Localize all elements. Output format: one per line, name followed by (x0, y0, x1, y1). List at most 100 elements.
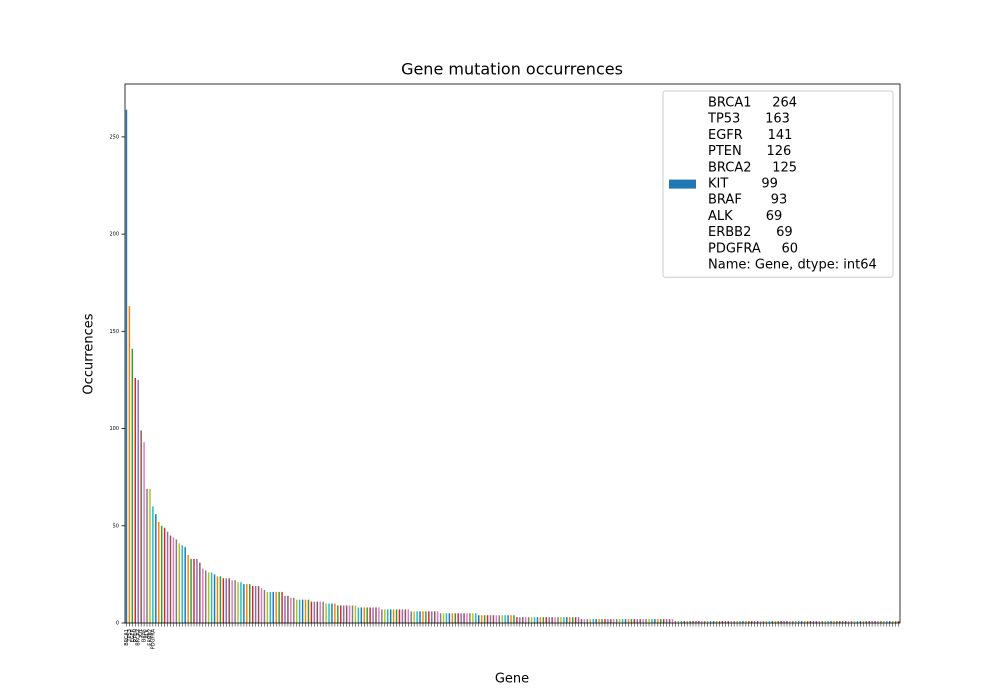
bar (175, 539, 178, 623)
bar (478, 615, 480, 623)
bar (381, 609, 383, 623)
bar (328, 603, 330, 623)
bar (181, 545, 183, 623)
legend-label: Name: Gene, dtype: int64 (708, 258, 877, 273)
bar (536, 617, 539, 623)
x-tick-label: PTEN (133, 629, 139, 642)
bar (674, 621, 677, 623)
bar (660, 619, 662, 623)
bar (894, 621, 897, 623)
legend-label: PTEN 126 (708, 144, 791, 159)
y-tick-label: 250 (109, 134, 119, 140)
bar (680, 621, 683, 623)
bar (692, 621, 694, 623)
bar (759, 621, 762, 623)
bar (580, 619, 583, 623)
bar (683, 621, 685, 623)
bar (589, 619, 592, 623)
bar (366, 607, 368, 623)
bar (354, 605, 357, 623)
bar (686, 621, 688, 623)
bar (196, 558, 198, 623)
bar (128, 306, 131, 623)
bar (883, 621, 885, 623)
bar (213, 574, 216, 623)
bar (143, 442, 145, 623)
bar (859, 621, 862, 623)
bar (454, 613, 456, 623)
bar (372, 607, 374, 623)
bar (269, 591, 272, 623)
bar (868, 621, 870, 623)
bar (243, 584, 245, 623)
bar (266, 591, 269, 623)
y-tick-label: 0 (116, 621, 119, 627)
bar (448, 613, 451, 623)
bar (891, 621, 894, 623)
bar (160, 525, 163, 623)
bar (457, 613, 459, 623)
bar (172, 537, 175, 623)
bar (886, 621, 888, 623)
bar (627, 619, 630, 623)
bar (375, 607, 377, 623)
bar (560, 617, 562, 623)
y-tick-label: 150 (109, 329, 119, 335)
bar (574, 617, 577, 623)
x-tick-label: EGFR (130, 628, 136, 642)
bar (284, 595, 286, 623)
y-tick-label: 100 (109, 426, 119, 432)
legend-label: ALK 69 (708, 209, 782, 224)
bar (571, 617, 574, 623)
bar (439, 613, 442, 623)
bar (812, 621, 815, 623)
bar (431, 611, 433, 623)
bar (586, 619, 589, 623)
chart-title: Gene mutation occurrences (401, 60, 623, 79)
bar (718, 621, 721, 623)
bar (727, 621, 730, 623)
bar (795, 621, 797, 623)
bar (445, 613, 448, 623)
y-axis-label: Occurrences (82, 313, 97, 394)
bar (140, 430, 142, 623)
bar (149, 488, 151, 623)
bar (830, 621, 832, 623)
bar (709, 621, 712, 623)
bar (771, 621, 774, 623)
bar (624, 619, 627, 623)
bar (351, 605, 354, 623)
bar (307, 599, 310, 623)
bar (260, 588, 263, 623)
bar (225, 578, 228, 623)
x-tick-label: ERBB2 (147, 629, 153, 646)
bar (387, 609, 389, 623)
bar (524, 617, 527, 623)
bar (706, 621, 709, 623)
bar (542, 617, 545, 623)
bar (595, 619, 597, 623)
bar (668, 619, 671, 623)
bar (378, 607, 380, 623)
bar (797, 621, 800, 623)
bar (827, 621, 829, 623)
bar (193, 558, 195, 623)
bar (228, 578, 230, 623)
bar (815, 621, 818, 623)
bar (554, 617, 556, 623)
bar (736, 621, 738, 623)
bar (469, 613, 471, 623)
bar (325, 603, 327, 623)
bar (363, 607, 365, 623)
legend-box (662, 90, 894, 278)
legend-label: EGFR 141 (708, 128, 792, 143)
bar (806, 621, 809, 623)
bar (237, 582, 239, 623)
bar (751, 621, 753, 623)
bar (621, 619, 624, 623)
bar (689, 621, 691, 623)
bar (442, 613, 445, 623)
bar (298, 599, 301, 623)
bar (410, 611, 412, 623)
